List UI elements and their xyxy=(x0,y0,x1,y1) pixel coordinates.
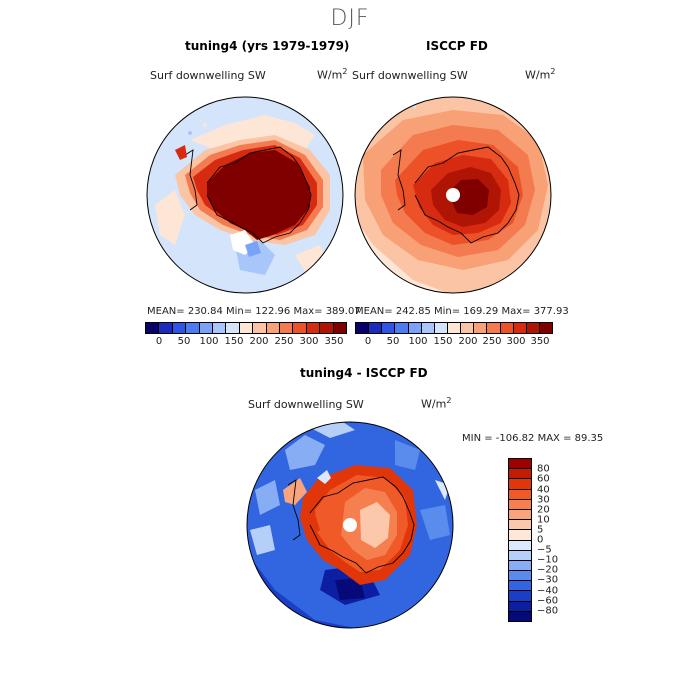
diff-colorbar-tick: −40 xyxy=(537,585,559,597)
left-colorbar-tick: 250 xyxy=(274,336,294,347)
left-panel-variable: Surf downwelling SW xyxy=(150,69,266,82)
diff-colorbar-tick: 40 xyxy=(537,484,550,496)
diff-colorbar-tick: 5 xyxy=(537,524,544,536)
left-colorbar-tick: 350 xyxy=(324,336,344,347)
right-colorbar xyxy=(355,322,553,334)
diff-colorbar-tick: 20 xyxy=(537,504,550,516)
diff-panel-stats: MIN = -106.82 MAX = 89.35 xyxy=(462,433,604,444)
left-colorbar-tick: 100 xyxy=(199,336,219,347)
diff-colorbar xyxy=(508,458,532,622)
diff-colorbar-tick: 80 xyxy=(537,463,550,475)
right-colorbar-tick: 100 xyxy=(408,336,428,347)
right-colorbar-tick: 350 xyxy=(530,336,550,347)
diff-colorbar-tick: −80 xyxy=(537,605,559,617)
left-panel-stats: MEAN= 230.84 Min= 122.96 Max= 389.07 xyxy=(147,306,361,317)
diff-colorbar-tick: −20 xyxy=(537,564,559,576)
left-panel-title: tuning4 (yrs 1979-1979) xyxy=(185,39,350,53)
diff-colorbar-tick: 10 xyxy=(537,514,550,526)
diff-colorbar-tick: 0 xyxy=(537,534,544,546)
left-colorbar-tick: 150 xyxy=(224,336,244,347)
diff-colorbar-tick: −30 xyxy=(537,574,559,586)
diff-panel-units: W/m2 xyxy=(421,396,452,411)
diff-colorbar-tick: 30 xyxy=(537,494,550,506)
diff-panel-variable: Surf downwelling SW xyxy=(248,398,364,411)
right-colorbar-tick: 300 xyxy=(506,336,526,347)
diff-map xyxy=(246,421,454,629)
left-colorbar-tick: 0 xyxy=(155,336,163,347)
left-colorbar xyxy=(145,322,347,334)
right-colorbar-tick: 0 xyxy=(364,336,372,347)
right-colorbar-tick: 150 xyxy=(433,336,453,347)
right-panel-stats: MEAN= 242.85 Min= 169.29 Max= 377.93 xyxy=(355,306,569,317)
diff-colorbar-tick: −5 xyxy=(537,544,552,556)
diff-colorbar-tick: −10 xyxy=(537,554,559,566)
right-panel-variable: Surf downwelling SW xyxy=(352,69,468,82)
right-colorbar-tick: 250 xyxy=(482,336,502,347)
right-panel-units: W/m2 xyxy=(525,67,556,82)
right-colorbar-tick: 200 xyxy=(458,336,478,347)
diff-colorbar-tick: 60 xyxy=(537,473,550,485)
left-map xyxy=(146,96,344,294)
left-colorbar-tick: 300 xyxy=(299,336,319,347)
figure-title: DJF xyxy=(330,6,370,31)
right-colorbar-tick: 50 xyxy=(386,336,400,347)
diff-panel-title: tuning4 - ISCCP FD xyxy=(300,366,428,380)
right-map xyxy=(354,96,552,294)
diff-colorbar-tick: −60 xyxy=(537,595,559,607)
right-panel-title: ISCCP FD xyxy=(426,39,488,53)
left-panel-units: W/m2 xyxy=(317,67,348,82)
left-colorbar-tick: 50 xyxy=(177,336,191,347)
left-colorbar-tick: 200 xyxy=(249,336,269,347)
